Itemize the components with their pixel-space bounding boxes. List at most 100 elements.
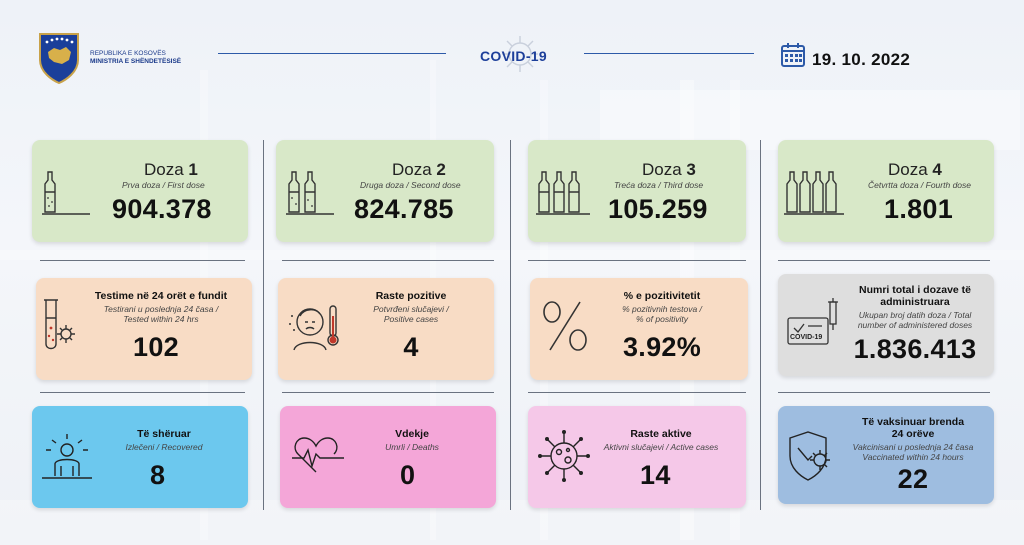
positivity-title: % e pozitivitetit [623,290,701,302]
header-line-right [584,53,754,54]
shield-virus-icon [789,431,830,481]
total-doses-value: 1.836.413 [853,334,977,364]
row-divider-b4 [778,392,990,393]
positive-title: Raste pozitive [375,290,447,302]
dose-3-number: 3 [686,160,696,179]
dose-4-title: Doza 4 [888,160,942,180]
total-doses-sub2: number of administered doses [857,320,973,330]
column-divider-2 [510,140,511,510]
vial-4-icon [784,171,844,215]
dose-1-card: Doza 1 Prva doza / First dose 904.378 [32,140,248,242]
vial-1-icon [42,171,90,215]
vaccinated-title1: Të vaksinuar brenda [861,416,965,428]
covid-number: -19 [525,48,547,64]
active-title: Raste aktive [630,428,692,440]
vaccinated-sub1: Vakcinisani u poslednja 24 časa [852,442,974,452]
dose-3-subtitle: Treća doza / Third dose [614,180,704,190]
tests-sub1: Testirani u poslednja 24 časa / [103,304,219,314]
row-divider-a3 [528,260,746,261]
dose-2-label: Doza [392,160,432,179]
positive-value: 4 [403,332,419,362]
total-doses-card: COVID-19 Numri total i dozave të adminis… [778,274,994,376]
total-doses-sub1: Ukupan broj datih doza / Total [858,310,972,320]
dose-1-value: 904.378 [112,194,212,224]
percent-icon [543,301,587,351]
covid-title: COVID-19 [480,48,547,64]
dose-4-label: Doza [888,160,928,179]
dose-1-subtitle: Prva doza / First dose [122,180,205,190]
total-doses-title1: Numri total i dozave të [858,284,972,296]
row-divider-b3 [528,392,746,393]
ministry-line2: MINISTRIA E SHËNDETËSISË [90,58,182,65]
positivity-sub2: % of positivity [636,314,688,324]
virus-icon [538,430,590,482]
vaccinated-value: 22 [897,464,929,494]
positive-sub1: Potvrđeni slučajevi / [373,304,449,314]
dose-4-subtitle: Četvrtta doza / Fourth dose [868,180,971,190]
positive-sub2: Positive cases [383,314,439,324]
column-divider-1 [263,140,264,510]
dose-1-number: 1 [188,160,198,179]
dose-1-title: Doza 1 [144,160,198,180]
row-divider-a2 [282,260,494,261]
dose-3-value: 105.259 [608,194,708,224]
deaths-title: Vdekje [395,428,429,440]
recovered-sub: Izlečeni / Recovered [125,442,203,452]
vaccination-certificate-icon [787,298,838,345]
deaths-sub: Umrli / Deaths [385,442,439,452]
ministry-name: REPUBLIKA E KOSOVËS MINISTRIA E SHËNDETË… [90,50,181,66]
certificate-caption: COVID-19 [790,334,823,341]
active-value: 14 [640,460,671,490]
total-doses-title2: administruara [880,296,950,308]
vial-3-icon [536,171,590,215]
tests-title: Testime në 24 orët e fundit [94,290,228,302]
active-cases-card: Raste aktive Aktivni slučajevi / Active … [528,406,746,508]
recovered-title: Të shëruar [137,428,191,440]
dose-2-value: 824.785 [354,194,454,224]
ministry-line1: REPUBLIKA E KOSOVËS [90,50,166,57]
column-divider-3 [760,140,761,510]
vaccinated-title2: 24 orëve [891,428,935,440]
header: REPUBLIKA E KOSOVËS MINISTRIA E SHËNDETË… [0,0,1024,110]
heartbeat-icon [292,437,344,473]
dose-4-number: 4 [932,160,942,179]
dose-2-number: 2 [436,160,446,179]
dose-3-card: Doza 3 Treća doza / Third dose 105.259 [528,140,746,242]
row-divider-b2 [282,392,494,393]
covid-label: COVID [480,48,526,64]
test-tube-virus-icon [44,299,75,350]
dose-4-value: 1.801 [884,194,954,224]
vial-2-icon [286,171,334,215]
tests-value: 102 [133,332,179,362]
tests-sub2: Tested within 24 hrs [123,314,199,324]
positivity-value: 3.92% [622,332,702,362]
dose-2-subtitle: Druga doza / Second dose [360,180,461,190]
dose-4-card: Doza 4 Četvrtta doza / Fourth dose 1.801 [778,140,994,242]
recovered-card: Të shëruar Izlečeni / Recovered 8 [32,406,248,508]
positive-cases-card: Raste pozitive Potvrđeni slučajevi / Pos… [278,278,494,380]
deaths-value: 0 [400,460,416,490]
recovered-value: 8 [150,460,166,490]
positivity-sub1: % pozitivnih testova / [622,304,702,314]
positivity-card: % e pozitivitetit % pozitivnih testova /… [530,278,748,380]
dose-3-title: Doza 3 [642,160,696,180]
recovered-person-icon [42,434,92,479]
dose-2-card: Doza 2 Druga doza / Second dose 824.785 [276,140,494,242]
dose-3-label: Doza [642,160,682,179]
calendar-icon [781,43,805,67]
dose-2-title: Doza 2 [392,160,446,180]
sick-person-thermometer-icon [289,305,339,351]
vaccinated-sub2: Vaccinated within 24 hours [862,452,964,462]
row-divider-b1 [40,392,245,393]
kosovo-emblem-icon [39,33,79,84]
active-sub: Aktivni slučajevi / Active cases [603,442,719,452]
row-divider-a1 [40,260,245,261]
dose-1-label: Doza [144,160,184,179]
report-date: 19. 10. 2022 [812,50,911,69]
deaths-card: Vdekje Umrli / Deaths 0 [280,406,496,508]
vaccinated-24h-card: Të vaksinuar brenda 24 orëve Vakcinisani… [778,406,994,504]
virus-logo-icon [502,36,538,72]
header-line-left [218,53,446,54]
row-divider-a4 [778,260,990,261]
tests-card: Testime në 24 orët e fundit Testirani u … [36,278,252,380]
